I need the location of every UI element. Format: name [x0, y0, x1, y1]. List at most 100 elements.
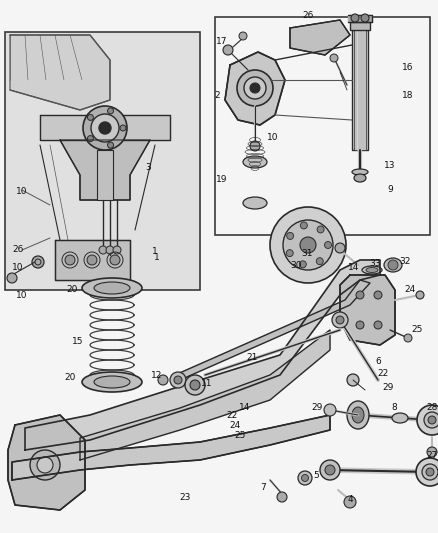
Text: 2: 2: [214, 91, 220, 100]
Circle shape: [239, 32, 247, 40]
Text: 32: 32: [399, 257, 411, 266]
Circle shape: [347, 374, 359, 386]
Text: 10: 10: [16, 290, 28, 300]
Text: 1: 1: [154, 253, 160, 262]
Circle shape: [325, 465, 335, 475]
Ellipse shape: [352, 407, 364, 423]
Circle shape: [356, 291, 364, 299]
Bar: [350, 22, 370, 30]
Polygon shape: [8, 415, 85, 510]
Circle shape: [299, 261, 306, 268]
Circle shape: [108, 108, 113, 114]
Text: 18: 18: [402, 91, 414, 100]
FancyBboxPatch shape: [5, 32, 200, 290]
Text: 23: 23: [179, 494, 191, 503]
Circle shape: [330, 54, 338, 62]
Text: 22: 22: [378, 368, 389, 377]
Circle shape: [88, 115, 93, 120]
Text: 11: 11: [201, 378, 213, 387]
Circle shape: [223, 45, 233, 55]
Circle shape: [416, 458, 438, 486]
Ellipse shape: [392, 413, 408, 423]
Polygon shape: [175, 280, 370, 385]
Circle shape: [87, 255, 97, 265]
Circle shape: [427, 447, 437, 457]
Circle shape: [332, 312, 348, 328]
Circle shape: [316, 257, 323, 265]
Circle shape: [422, 464, 438, 480]
Circle shape: [324, 404, 336, 416]
Polygon shape: [225, 52, 285, 125]
Text: 22: 22: [226, 410, 238, 419]
Text: 21: 21: [246, 352, 258, 361]
Text: 16: 16: [402, 63, 414, 72]
Circle shape: [270, 207, 346, 283]
Bar: [97, 150, 113, 200]
Circle shape: [374, 291, 382, 299]
Text: 4: 4: [347, 496, 353, 505]
Text: 9: 9: [387, 185, 393, 195]
Text: 13: 13: [384, 160, 396, 169]
Ellipse shape: [347, 401, 369, 429]
Text: 26: 26: [302, 11, 314, 20]
Circle shape: [170, 372, 186, 388]
Polygon shape: [25, 260, 380, 450]
Circle shape: [83, 106, 127, 150]
Circle shape: [106, 246, 114, 254]
Circle shape: [298, 471, 312, 485]
Circle shape: [416, 291, 424, 299]
Text: 17: 17: [216, 37, 228, 46]
Circle shape: [426, 468, 434, 476]
Circle shape: [388, 260, 398, 270]
Ellipse shape: [362, 266, 382, 274]
Circle shape: [317, 226, 324, 233]
Ellipse shape: [94, 376, 130, 388]
Circle shape: [174, 376, 182, 384]
Circle shape: [428, 416, 436, 424]
Circle shape: [277, 492, 287, 502]
Circle shape: [91, 114, 119, 142]
Bar: [354, 30, 366, 150]
Circle shape: [320, 460, 340, 480]
Circle shape: [300, 222, 307, 229]
Polygon shape: [12, 415, 330, 480]
Text: 15: 15: [72, 337, 84, 346]
Circle shape: [99, 246, 107, 254]
Polygon shape: [10, 35, 110, 110]
Ellipse shape: [94, 282, 130, 294]
Ellipse shape: [243, 197, 267, 209]
Text: 1: 1: [152, 247, 158, 256]
Circle shape: [336, 316, 344, 324]
Text: 8: 8: [391, 403, 397, 413]
Text: 31: 31: [301, 248, 313, 257]
Circle shape: [88, 135, 93, 142]
Text: 20: 20: [64, 374, 76, 383]
Text: 10: 10: [12, 262, 24, 271]
Polygon shape: [348, 15, 372, 22]
Circle shape: [120, 125, 126, 131]
Text: 14: 14: [348, 263, 360, 272]
Circle shape: [30, 450, 60, 480]
Circle shape: [286, 249, 293, 256]
Text: 28: 28: [426, 402, 438, 411]
Circle shape: [301, 474, 308, 481]
Polygon shape: [60, 140, 150, 200]
Circle shape: [32, 256, 44, 268]
Circle shape: [356, 321, 364, 329]
Text: 29: 29: [382, 384, 394, 392]
Polygon shape: [40, 115, 170, 140]
Text: 7: 7: [260, 483, 266, 492]
Text: 3: 3: [145, 163, 151, 172]
Bar: [352, 30, 368, 150]
Text: 10: 10: [16, 188, 28, 197]
Ellipse shape: [366, 268, 378, 272]
Circle shape: [283, 220, 333, 270]
Text: 30: 30: [290, 261, 302, 270]
Circle shape: [158, 375, 168, 385]
Circle shape: [113, 246, 121, 254]
Polygon shape: [80, 330, 330, 460]
Polygon shape: [55, 240, 130, 280]
Text: 5: 5: [313, 471, 319, 480]
Text: 26: 26: [12, 246, 24, 254]
Text: 25: 25: [234, 431, 246, 440]
